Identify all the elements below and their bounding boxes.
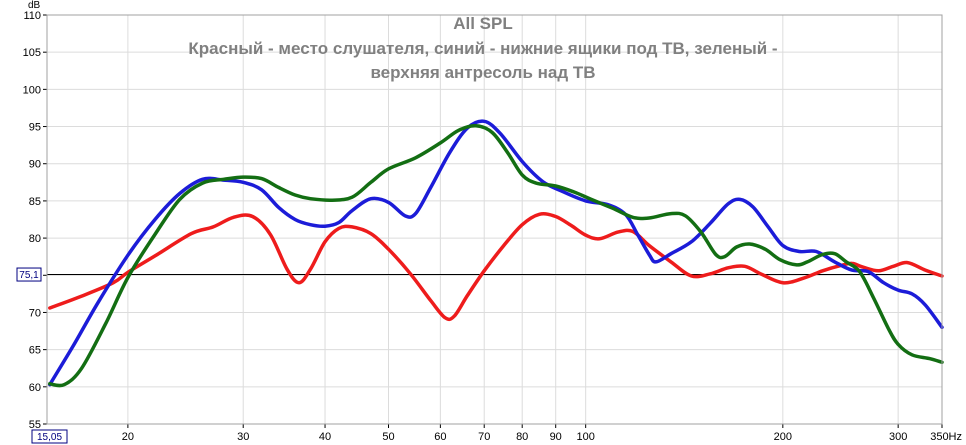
x-tick-label: 80 (516, 431, 528, 443)
y-tick-label: 65 (29, 345, 41, 357)
y-tick-label: 105 (23, 47, 41, 59)
y-tick-label: 80 (29, 233, 41, 245)
x-tick-label: 350Hz (930, 431, 962, 443)
chart-subtitle-line-2: верхняя антресоль над ТВ (370, 63, 595, 82)
x-tick-label: 300 (889, 431, 907, 443)
x-tick-label: 40 (319, 431, 331, 443)
y-axis-unit: dB (28, 0, 41, 11)
series-line-blue (48, 119, 944, 387)
y-tick-label: 110 (23, 10, 41, 22)
x-tick-label: 50 (382, 431, 394, 443)
x-tick-label: 100 (576, 431, 594, 443)
x-tick-label: 20 (122, 431, 134, 443)
y-tick-label: 90 (29, 159, 41, 171)
axis-ticks: 5560657075808590951001051102030405060708… (23, 10, 962, 443)
y-tick-label: 70 (29, 307, 41, 319)
x-tick-label: 70 (478, 431, 490, 443)
y-tick-label: 60 (29, 382, 41, 394)
chart-title: All SPL (453, 14, 513, 33)
reference-marker-label: 75,1 (19, 270, 39, 281)
reference-marker: 75,1 (16, 267, 42, 282)
x-tick-label: 60 (434, 431, 446, 443)
series-line-green (48, 124, 944, 388)
plot-frame (46, 14, 943, 425)
x-min-label: 15,05 (37, 432, 62, 443)
chart-subtitle-line-1: Красный - место слушателя, синий - нижни… (188, 39, 777, 58)
series-layer (48, 119, 944, 388)
y-tick-label: 85 (29, 196, 41, 208)
x-tick-label: 30 (237, 431, 249, 443)
x-tick-label: 90 (550, 431, 562, 443)
series-line-red (48, 212, 944, 322)
y-tick-label: 95 (29, 122, 41, 134)
y-tick-label: 55 (29, 419, 41, 431)
x-min-box (31, 429, 68, 444)
x-tick-label: 200 (774, 431, 792, 443)
reference-marker-box (16, 267, 42, 282)
y-tick-label: 100 (23, 84, 41, 96)
x-min-marker: 15,05 (31, 429, 68, 444)
